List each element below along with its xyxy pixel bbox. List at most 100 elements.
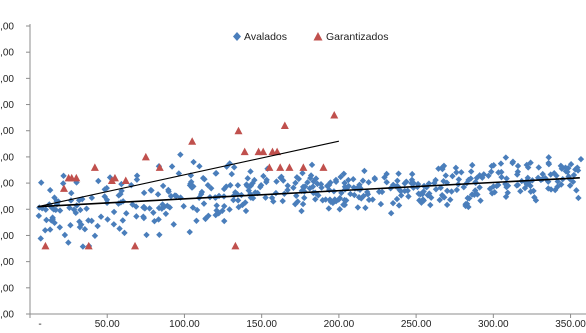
avalados-point <box>362 204 369 212</box>
avalados-point <box>171 192 179 199</box>
avalados-point <box>56 224 64 231</box>
avalados-point <box>572 166 579 173</box>
legend-item-garantizados[interactable]: Garantizados <box>313 31 389 43</box>
avalados-point <box>488 190 496 197</box>
avalados-point <box>226 206 233 213</box>
avalados-point <box>453 186 461 194</box>
y-tick-label: ,00 <box>0 100 14 111</box>
avalados-point <box>488 162 495 170</box>
avalados-point <box>290 184 297 191</box>
avalados-point <box>235 203 242 211</box>
avalados-point <box>575 194 582 202</box>
avalados-point <box>67 222 74 229</box>
avalados-point <box>65 239 72 246</box>
avalados-point <box>260 172 267 180</box>
avalados-point <box>293 192 300 199</box>
avalados-point <box>159 201 166 208</box>
avalados-point <box>364 191 372 198</box>
avalados-point <box>270 198 277 205</box>
avalados-point <box>467 175 474 182</box>
avalados-point <box>312 175 320 182</box>
avalados-point <box>408 176 416 184</box>
avalados-point <box>464 194 471 202</box>
avalados-point <box>223 183 230 190</box>
legend-item-avalados[interactable]: Avalados <box>233 31 287 43</box>
avalados-point <box>77 206 84 214</box>
avalados-point <box>177 151 184 158</box>
avalados-point <box>41 227 49 234</box>
avalados-point <box>168 163 176 170</box>
avalados-point <box>514 162 522 170</box>
legend-label-avalados: Avalados <box>244 31 287 43</box>
avalados-point <box>164 202 171 210</box>
avalados-point <box>202 215 209 222</box>
avalados-point <box>322 196 329 203</box>
avalados-point <box>545 154 552 161</box>
avalados-point <box>60 180 67 187</box>
y-tick-label: ,00 <box>0 152 14 163</box>
avalados-point <box>491 188 498 196</box>
avalados-point <box>306 185 313 192</box>
avalados-point <box>133 176 141 183</box>
avalados-point <box>212 211 219 219</box>
avalados-point <box>517 188 524 195</box>
avalados-point <box>75 196 83 204</box>
y-tick-label: ,00 <box>0 48 14 59</box>
avalados-point <box>569 178 577 186</box>
avalados-point <box>449 172 456 180</box>
avalados-point <box>60 172 67 180</box>
avalados-point <box>150 209 157 216</box>
garantizados-point <box>155 163 164 171</box>
avalados-point <box>359 177 367 184</box>
x-tick-label: 50.00 <box>95 319 120 330</box>
avalados-point <box>403 178 410 185</box>
avalados-point <box>193 217 200 224</box>
avalados-point <box>73 179 80 186</box>
avalados-point <box>497 160 505 167</box>
avalados-point <box>189 204 197 211</box>
avalados-point <box>377 200 385 208</box>
avalados-point <box>88 217 95 225</box>
avalados-point <box>215 210 222 217</box>
avalados-point <box>78 221 85 228</box>
avalados-point <box>110 208 118 216</box>
avalados-point <box>444 187 451 195</box>
avalados-point <box>317 181 325 188</box>
garantizados-point <box>240 147 249 156</box>
avalados-point <box>133 172 141 179</box>
avalados-point <box>268 194 276 202</box>
avalados-point <box>340 201 347 208</box>
avalados-point <box>186 228 193 236</box>
avalados-point <box>221 217 228 225</box>
garantizados-point <box>299 163 308 171</box>
y-tick-label: ,00 <box>0 22 14 33</box>
avalados-point <box>190 158 197 166</box>
avalados-point <box>292 200 299 208</box>
avalados-point <box>83 205 90 212</box>
y-tick-label: ,00 <box>0 310 14 321</box>
avalados-point <box>553 172 560 179</box>
avalados-point <box>567 161 575 168</box>
avalados-point <box>119 217 126 224</box>
garantizados-point <box>330 111 339 119</box>
avalados-point <box>94 222 101 230</box>
avalados-point <box>542 175 549 182</box>
avalados-point <box>448 188 455 195</box>
avalados-point <box>242 207 250 215</box>
avalados-point <box>110 221 118 228</box>
garantizados-point <box>141 152 150 161</box>
avalados-point <box>405 193 412 200</box>
avalados-point <box>326 196 334 203</box>
avalados-point <box>97 213 105 220</box>
avalados-point <box>262 194 269 201</box>
avalados-point <box>437 184 444 191</box>
avalados-point <box>38 179 45 186</box>
avalados-point <box>263 176 270 184</box>
garantizados-point <box>188 137 197 145</box>
garantizados-point <box>259 147 268 156</box>
avalados-point <box>95 177 102 185</box>
x-tick-label: 300.00 <box>478 319 509 330</box>
avalados-point <box>570 171 578 179</box>
avalados-point <box>301 194 308 202</box>
avalados-point <box>495 169 502 176</box>
